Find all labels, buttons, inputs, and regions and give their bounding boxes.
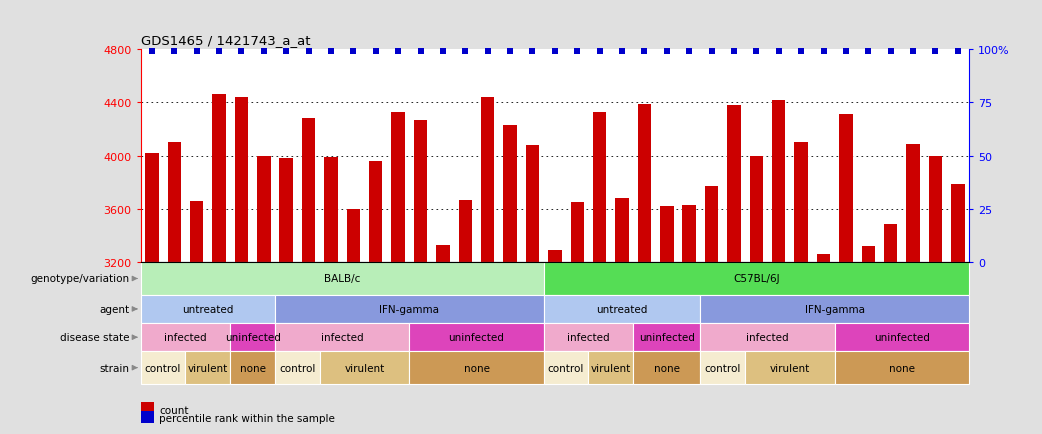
Bar bbox=[481, 98, 494, 263]
Bar bbox=[634, 323, 700, 352]
Bar bbox=[190, 201, 203, 263]
Text: strain: strain bbox=[99, 363, 129, 373]
Bar bbox=[458, 200, 472, 263]
Bar bbox=[839, 115, 852, 263]
Bar bbox=[168, 143, 181, 263]
Text: control: control bbox=[145, 363, 181, 373]
Bar bbox=[634, 352, 700, 384]
Text: control: control bbox=[548, 363, 585, 373]
Text: genotype/variation: genotype/variation bbox=[30, 274, 129, 284]
Text: count: count bbox=[159, 405, 189, 414]
Text: uninfected: uninfected bbox=[874, 332, 929, 342]
Bar bbox=[700, 352, 745, 384]
Bar bbox=[745, 352, 835, 384]
Text: agent: agent bbox=[99, 304, 129, 314]
Bar bbox=[145, 154, 158, 263]
Bar bbox=[275, 352, 320, 384]
Bar bbox=[817, 255, 830, 263]
Text: uninfected: uninfected bbox=[639, 332, 695, 342]
Text: IFN-gamma: IFN-gamma bbox=[804, 304, 865, 314]
Bar bbox=[907, 144, 920, 263]
Bar bbox=[835, 323, 969, 352]
Text: infected: infected bbox=[746, 332, 789, 342]
Text: GDS1465 / 1421743_a_at: GDS1465 / 1421743_a_at bbox=[141, 34, 311, 47]
Bar bbox=[544, 352, 589, 384]
Bar bbox=[951, 184, 965, 263]
Text: C57BL/6J: C57BL/6J bbox=[734, 274, 779, 284]
Bar bbox=[700, 295, 969, 323]
Bar bbox=[213, 95, 226, 263]
Bar bbox=[700, 323, 835, 352]
Bar bbox=[320, 352, 410, 384]
Bar bbox=[526, 145, 539, 263]
Text: control: control bbox=[279, 363, 316, 373]
Bar bbox=[749, 156, 763, 263]
Bar bbox=[279, 159, 293, 263]
Bar bbox=[928, 156, 942, 263]
Bar bbox=[589, 352, 634, 384]
Bar bbox=[503, 126, 517, 263]
Text: untreated: untreated bbox=[182, 304, 233, 314]
Bar bbox=[414, 120, 427, 263]
Bar bbox=[234, 98, 248, 263]
Bar bbox=[660, 207, 673, 263]
Bar bbox=[437, 245, 450, 263]
Bar bbox=[410, 352, 544, 384]
Text: infected: infected bbox=[321, 332, 364, 342]
Text: virulent: virulent bbox=[770, 363, 810, 373]
Text: none: none bbox=[653, 363, 679, 373]
Bar bbox=[593, 112, 606, 263]
Text: none: none bbox=[889, 363, 915, 373]
Text: control: control bbox=[704, 363, 741, 373]
Text: IFN-gamma: IFN-gamma bbox=[379, 304, 440, 314]
Text: virulent: virulent bbox=[591, 363, 631, 373]
Bar bbox=[302, 119, 316, 263]
Bar bbox=[141, 323, 230, 352]
Text: BALB/c: BALB/c bbox=[324, 274, 361, 284]
Bar bbox=[275, 295, 544, 323]
Bar bbox=[571, 203, 584, 263]
Text: untreated: untreated bbox=[596, 304, 648, 314]
Bar bbox=[324, 158, 338, 263]
Bar bbox=[230, 323, 275, 352]
Bar bbox=[141, 263, 544, 295]
Bar bbox=[369, 161, 382, 263]
Text: none: none bbox=[240, 363, 266, 373]
Bar bbox=[794, 143, 808, 263]
Text: virulent: virulent bbox=[188, 363, 228, 373]
Bar bbox=[772, 100, 786, 263]
Bar bbox=[616, 199, 628, 263]
Bar bbox=[141, 352, 185, 384]
Bar bbox=[230, 352, 275, 384]
Text: virulent: virulent bbox=[345, 363, 384, 373]
Bar bbox=[727, 106, 741, 263]
Bar bbox=[704, 187, 718, 263]
Text: disease state: disease state bbox=[60, 332, 129, 342]
Bar bbox=[862, 247, 875, 263]
Bar bbox=[884, 224, 897, 263]
Bar bbox=[544, 295, 700, 323]
Bar bbox=[392, 112, 405, 263]
Text: uninfected: uninfected bbox=[448, 332, 504, 342]
Bar bbox=[835, 352, 969, 384]
Bar bbox=[548, 250, 562, 263]
Bar bbox=[638, 105, 651, 263]
Text: none: none bbox=[464, 363, 490, 373]
Bar bbox=[185, 352, 230, 384]
Text: uninfected: uninfected bbox=[225, 332, 280, 342]
Text: percentile rank within the sample: percentile rank within the sample bbox=[159, 414, 334, 423]
Bar bbox=[141, 295, 275, 323]
Bar bbox=[257, 156, 271, 263]
Bar bbox=[275, 323, 410, 352]
Text: infected: infected bbox=[567, 332, 610, 342]
Bar bbox=[347, 209, 361, 263]
Text: infected: infected bbox=[165, 332, 206, 342]
Bar bbox=[544, 323, 634, 352]
Bar bbox=[683, 205, 696, 263]
Bar bbox=[410, 323, 544, 352]
Bar bbox=[544, 263, 969, 295]
